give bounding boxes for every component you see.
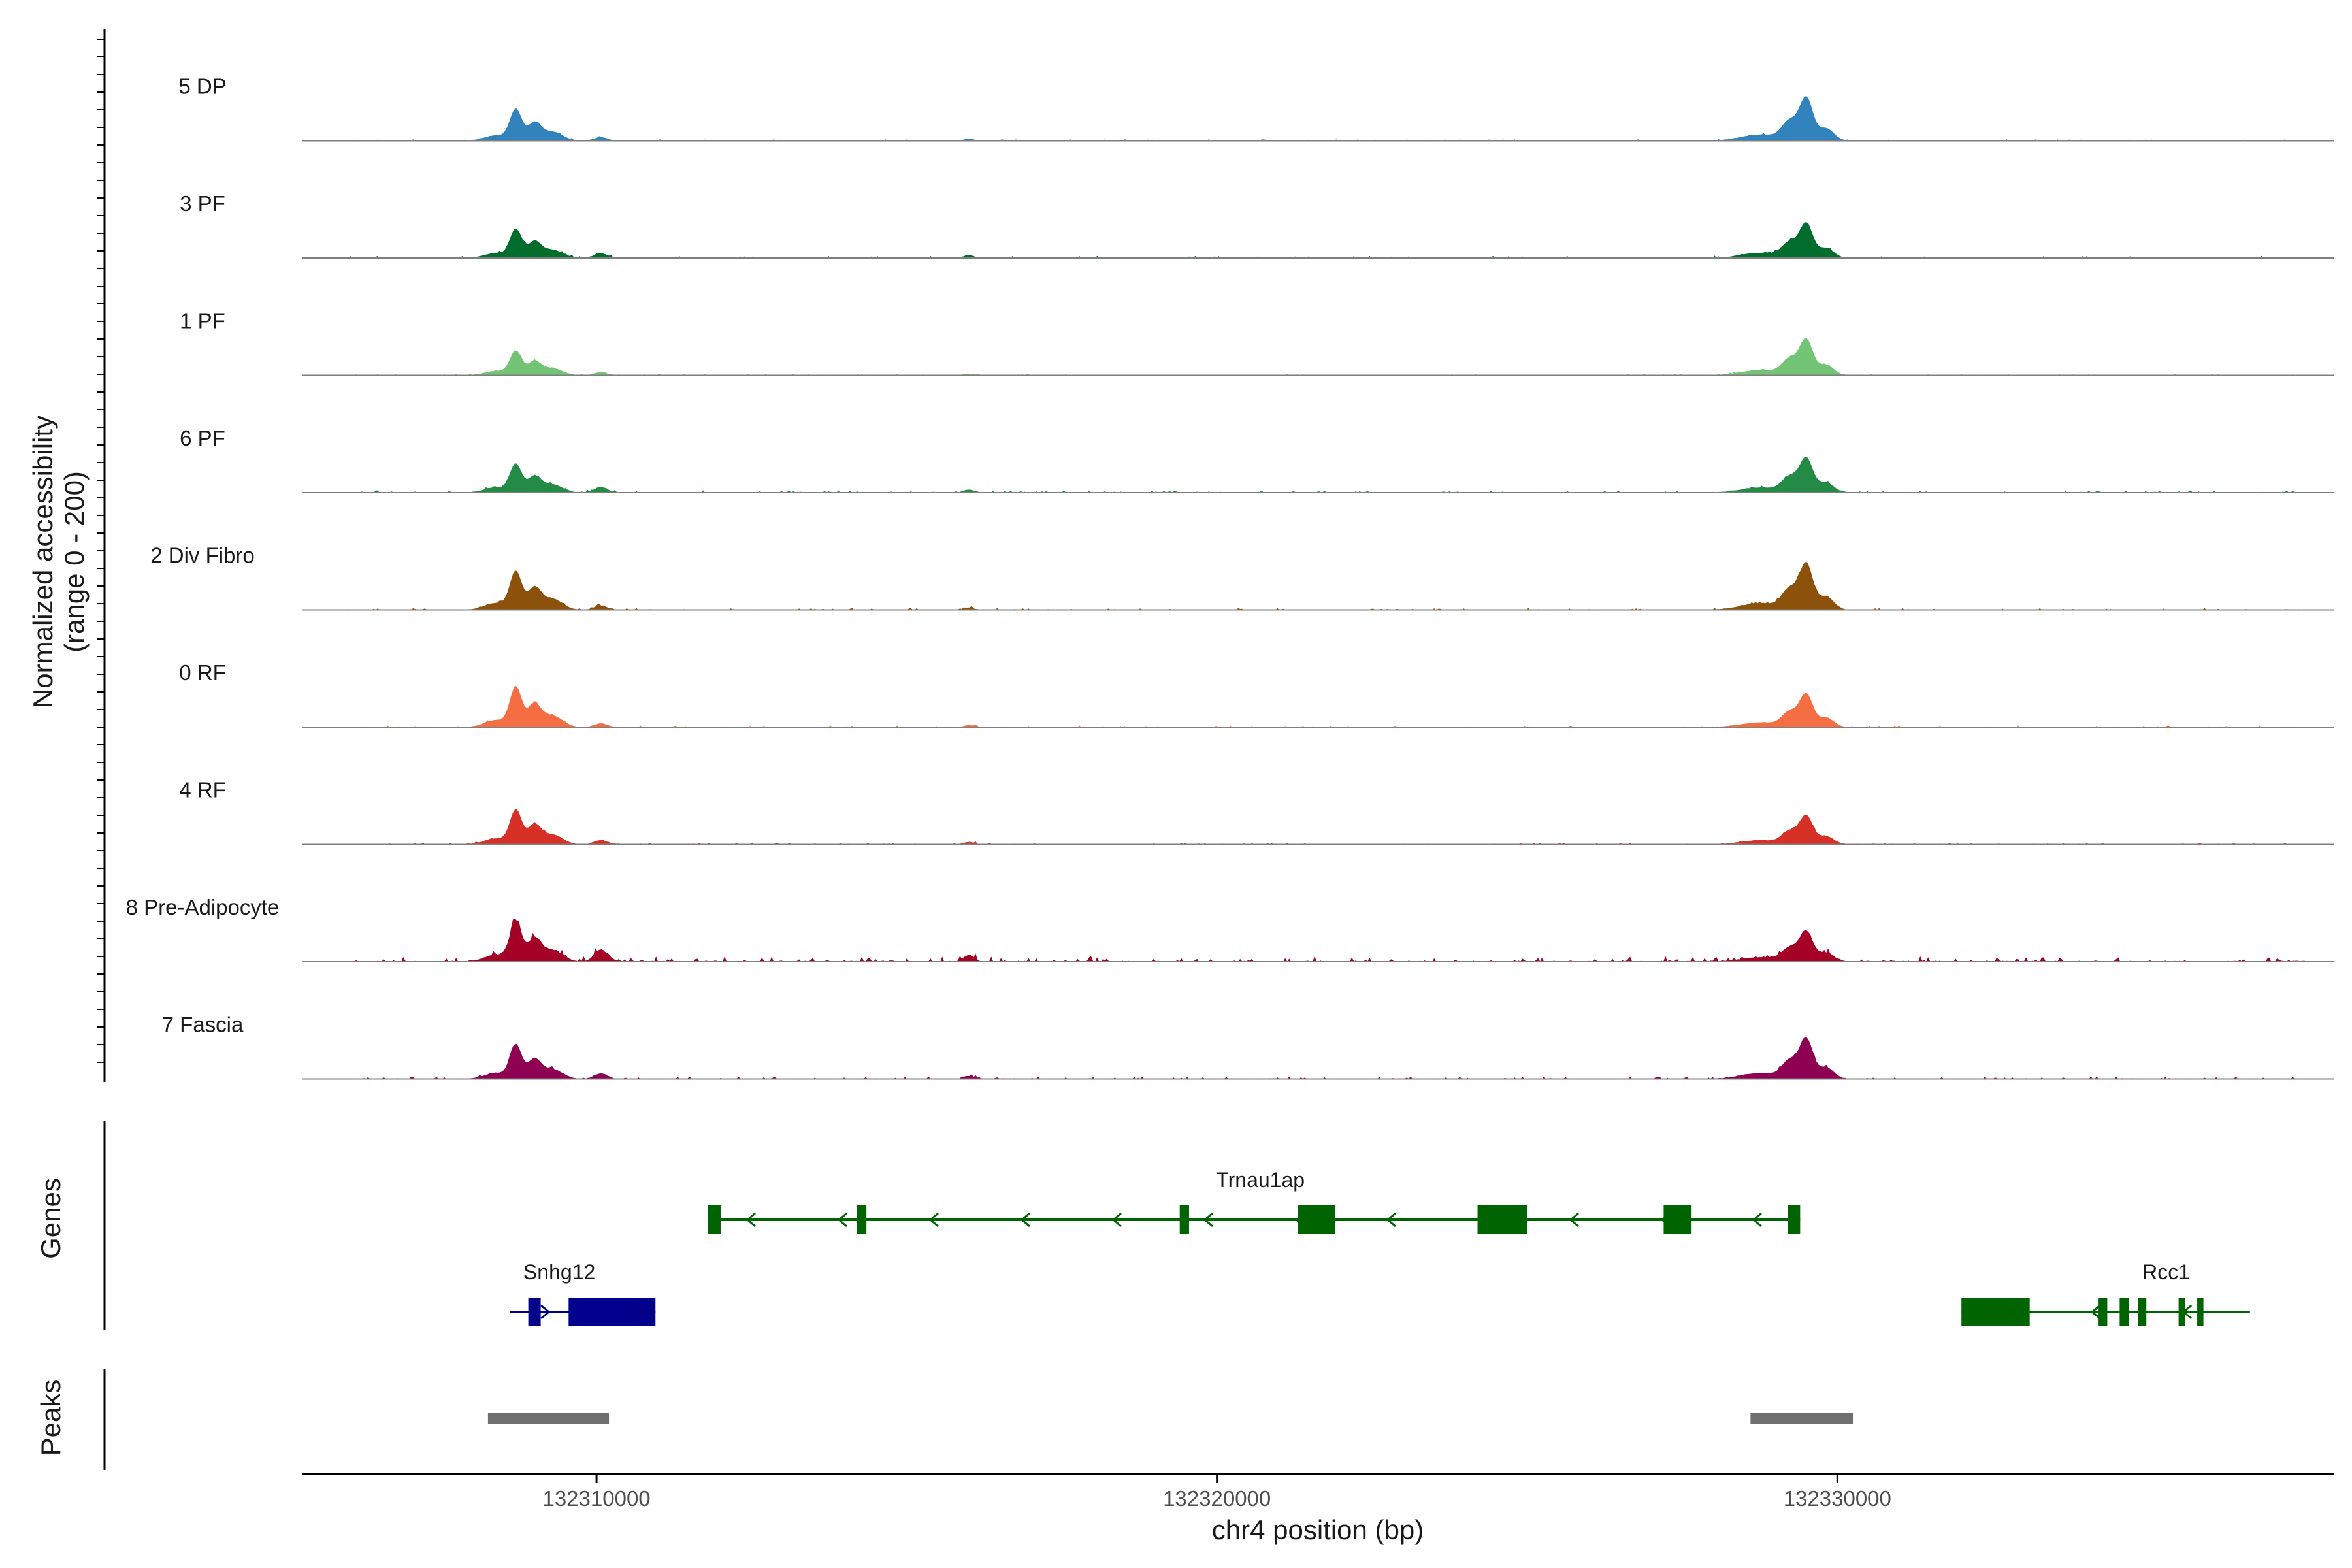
x-tick-label: 132320000: [1163, 1486, 1271, 1511]
peak-region: [487, 1413, 610, 1424]
gene-exon: [2119, 1298, 2129, 1326]
gene-trnau1ap: Trnau1ap: [708, 1168, 1801, 1234]
genes-label: Genes: [35, 1178, 66, 1259]
strand-arrow: [1752, 1212, 1762, 1228]
coverage-area: [348, 809, 2310, 845]
x-tick-label: 132310000: [542, 1486, 650, 1511]
strand-arrow: [745, 1212, 756, 1228]
track-label: 6 PF: [180, 426, 225, 450]
gene-exon: [2138, 1298, 2147, 1326]
track-7-fascia: 7 Fascia: [162, 1013, 2334, 1080]
track-1-pf: 1 PF: [180, 309, 2334, 376]
strand-arrow: [837, 1212, 847, 1228]
track-label: 7 Fascia: [162, 1013, 244, 1037]
y-axis-title-line2: (range 0 - 200): [59, 471, 90, 653]
strand-arrow: [1020, 1212, 1030, 1228]
track-6-pf: 6 PF: [180, 426, 2334, 493]
coverage-area: [348, 96, 2310, 141]
coverage-area: [348, 1037, 2310, 1079]
gene-snhg12: Snhg12: [510, 1260, 656, 1326]
coverage-y-ticks: [97, 39, 105, 1063]
peak-regions: [487, 1413, 1854, 1424]
track-0-rf: 0 RF: [179, 661, 2334, 728]
gene-exon: [857, 1205, 867, 1234]
gene-name-label: Rcc1: [2142, 1260, 2190, 1284]
track-3-pf: 3 PF: [180, 191, 2334, 259]
strand-arrow: [928, 1212, 939, 1228]
strand-arrow: [1111, 1212, 1122, 1228]
track-label: 5 DP: [178, 74, 226, 99]
coverage-tracks: 5 DP 3 PF 1 PF 6 PF 2 Div Fibro 0 RF 4 RF 8 Pre…: [126, 74, 2334, 1080]
track-label: 1 PF: [180, 309, 225, 333]
track-label: 2 Div Fibro: [150, 544, 255, 568]
track-label: 0 RF: [179, 661, 226, 685]
peaks-panel-title: Peaks: [35, 1380, 66, 1456]
gene-name-label: Snhg12: [523, 1260, 595, 1284]
strand-arrow: [1569, 1212, 1579, 1228]
gene-exon: [2098, 1298, 2108, 1326]
genes-panel-title: Genes: [35, 1178, 66, 1259]
track-label: 8 Pre-Adipocyte: [126, 895, 280, 919]
coverage-area: [348, 561, 2310, 610]
track-8-pre-adipocyte: 8 Pre-Adipocyte: [126, 895, 2334, 962]
coverage-area: [348, 919, 2310, 962]
peaks-label: Peaks: [35, 1380, 66, 1456]
strand-arrow: [1386, 1212, 1396, 1228]
gene-exon: [1298, 1205, 1335, 1234]
gene-name-label: Trnau1ap: [1216, 1168, 1305, 1192]
gene-exon: [1663, 1205, 1692, 1234]
coverage-area: [348, 222, 2310, 258]
strand-arrow: [540, 1304, 551, 1320]
strand-arrow: [1203, 1212, 1213, 1228]
gene-exon: [708, 1205, 721, 1234]
gene-exon: [1788, 1205, 1801, 1234]
gene-exon: [1477, 1205, 1527, 1234]
track-4-rf: 4 RF: [179, 778, 2334, 845]
gene-exon: [1961, 1298, 2030, 1326]
track-2-div-fibro: 2 Div Fibro: [150, 544, 2334, 611]
gene-annotations: Trnau1ap Snhg12 Rcc1: [510, 1168, 2250, 1326]
coverage-area: [348, 456, 2310, 493]
track-label: 3 PF: [180, 191, 225, 216]
coverage-area: [348, 338, 2310, 376]
coverage-area: [348, 685, 2310, 727]
track-5-dp: 5 DP: [178, 74, 2334, 142]
gene-exon: [568, 1298, 656, 1326]
peak-region: [1750, 1413, 1854, 1424]
x-tick-label: 132330000: [1784, 1486, 1891, 1511]
x-axis-ticks: 132310000 132320000 132330000: [542, 1474, 1891, 1511]
y-axis-title-line1: Normalized accessibility: [27, 416, 58, 708]
strand-arrow: [2090, 1304, 2101, 1320]
gene-exon: [528, 1298, 541, 1326]
gene-rcc1: Rcc1: [1961, 1260, 2250, 1326]
gene-exon: [2197, 1298, 2204, 1326]
gene-exon: [2178, 1298, 2185, 1326]
gene-exon: [1179, 1205, 1189, 1234]
track-label: 4 RF: [179, 778, 226, 802]
y-axis-title: Normalized accessibility (range 0 - 200): [27, 416, 90, 708]
x-axis-title: chr4 position (bp): [1212, 1514, 1424, 1545]
